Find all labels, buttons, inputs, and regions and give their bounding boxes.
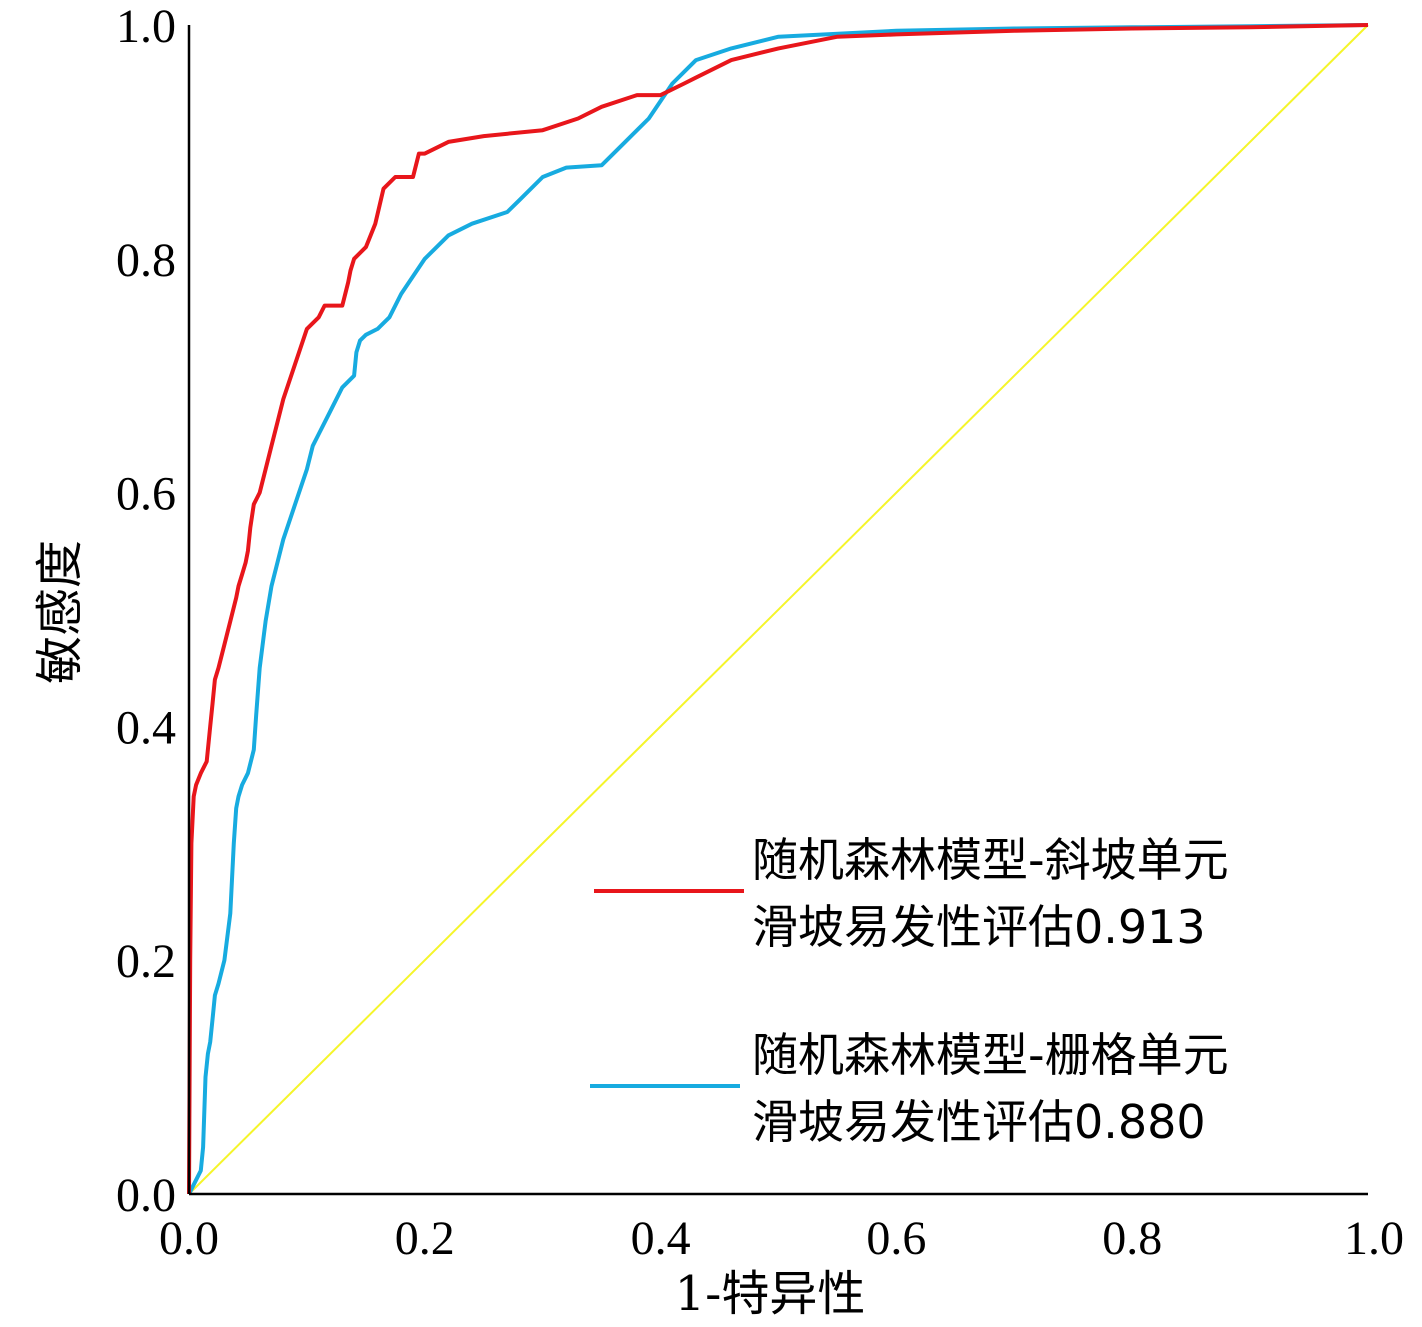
y-tick-label: 0.0 <box>116 1169 176 1222</box>
y-tick-label: 0.4 <box>116 701 176 754</box>
series-line-1 <box>187 23 1369 1195</box>
y-tick-label: 0.6 <box>116 468 176 521</box>
x-tick-label: 1.0 <box>1344 1212 1404 1265</box>
y-tick-label: 0.2 <box>116 935 176 988</box>
x-tick-label: 0.0 <box>159 1212 219 1265</box>
x-tick-label: 0.6 <box>866 1212 926 1265</box>
y-tick-label: 1.0 <box>116 0 176 53</box>
y-tick-labels: 0.0 0.2 0.4 0.6 0.8 1.0 <box>116 0 176 1222</box>
series-line-2 <box>188 24 1369 1195</box>
x-tick-label: 0.8 <box>1102 1212 1162 1265</box>
y-tick-label: 0.8 <box>116 234 176 287</box>
legend-label-series-1-line2: 滑坡易发性评估0.880 <box>752 1095 1206 1149</box>
x-tick-labels: 0.0 0.2 0.4 0.6 0.8 1.0 <box>159 1212 1404 1265</box>
plot-lines <box>187 23 1369 1195</box>
x-tick-label: 0.2 <box>395 1212 455 1265</box>
x-tick-label: 0.4 <box>631 1212 691 1265</box>
series-line-0 <box>187 23 1369 1195</box>
y-axis-label: 敏感度 <box>32 540 88 684</box>
legend-label-series-0-line2: 滑坡易发性评估0.913 <box>752 900 1206 954</box>
axes <box>187 25 1368 1196</box>
legend: 随机森林模型-斜坡单元 滑坡易发性评估0.913 随机森林模型-栅格单元 滑坡易… <box>590 833 1229 1149</box>
x-axis-label: 1-特异性 <box>675 1266 866 1322</box>
legend-label-series-0-line1: 随机森林模型-斜坡单元 <box>752 833 1229 887</box>
legend-label-series-1-line1: 随机森林模型-栅格单元 <box>752 1028 1229 1082</box>
